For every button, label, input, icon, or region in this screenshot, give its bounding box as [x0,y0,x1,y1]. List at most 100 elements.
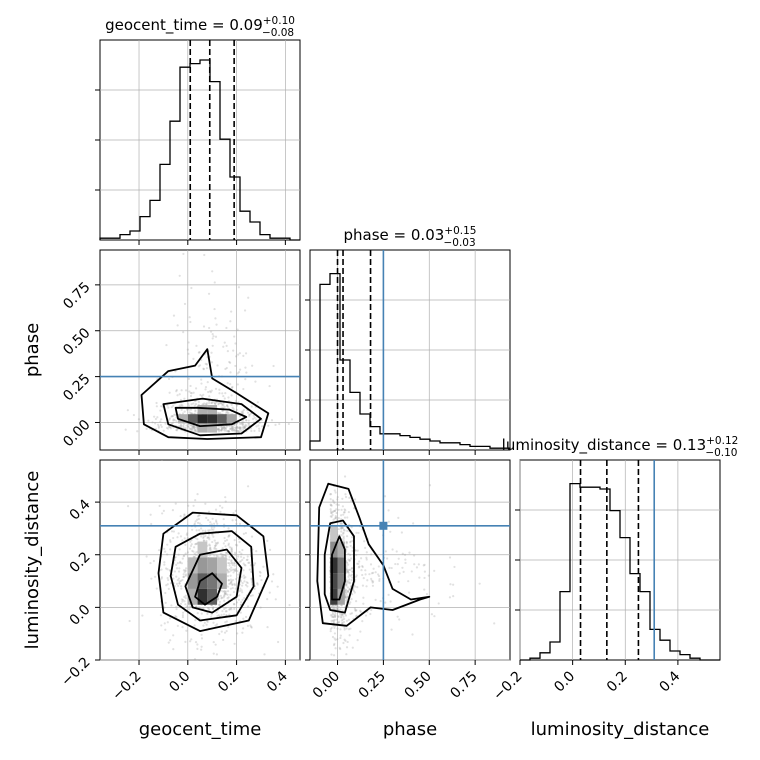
sample-point [192,550,195,553]
sample-point [347,558,350,561]
sample-point [189,384,192,388]
sample-point [193,624,196,627]
sample-point [221,427,224,430]
sample-point [181,557,184,560]
sample-point [210,401,214,405]
sample-point [222,425,226,428]
sample-point [364,569,367,572]
sample-point [198,514,201,517]
sample-point [220,429,223,432]
sample-point [268,591,271,594]
sample-point [266,539,269,542]
sample-point [346,563,350,566]
truth-marker [379,521,388,530]
sample-point [256,583,259,586]
density-cell [187,588,198,605]
sample-point [345,565,348,569]
sample-point [249,594,252,597]
sample-point [242,387,245,391]
sample-point [423,588,426,591]
sample-point [218,388,221,391]
sample-point [174,502,177,505]
sample-point [333,509,336,512]
sample-point [345,542,348,545]
sample-point [234,399,237,402]
sample-point [403,553,407,556]
sample-point [126,505,130,508]
sample-point [230,579,233,583]
sample-point [453,565,456,569]
sample-point [182,423,185,426]
sample-point [246,581,249,585]
sample-point [230,426,233,430]
sample-point [234,426,237,429]
sample-point [214,624,217,627]
sample-point [189,320,192,324]
sample-point [343,475,347,478]
sample-point [213,546,216,549]
density-cell [197,423,208,433]
sample-point [193,404,196,407]
sample-point [387,509,390,512]
sample-point [179,398,182,402]
sample-point [248,415,251,418]
sample-point [169,582,173,585]
sample-point [202,535,205,538]
sample-point [234,587,237,590]
sample-point [228,570,231,573]
sample-point [170,415,173,418]
sample-point [227,544,230,547]
sample-point [172,404,175,407]
sample-point [337,605,340,608]
sample-point [154,422,157,425]
sample-point [226,593,229,596]
sample-point [184,569,187,572]
sample-point [203,621,206,624]
sample-point [254,380,257,383]
sample-point [206,536,209,539]
sample-point [224,545,227,548]
sample-point [259,606,262,609]
sample-point [227,429,230,432]
sample-point [217,411,220,415]
sample-point [230,427,233,430]
sample-point [164,628,167,631]
sample-point [167,406,170,409]
sample-point [346,579,349,583]
sample-point [390,566,393,570]
sample-point [224,554,227,557]
sample-point [229,593,232,597]
sample-point [206,381,209,384]
sample-point [181,615,185,619]
sample-point [163,561,166,564]
sample-point [217,603,221,606]
sample-point [203,253,206,257]
sample-point [250,570,253,573]
sample-point [174,615,177,618]
sample-point [333,637,336,640]
sample-point [183,537,186,540]
sample-point [225,326,228,330]
density-cell [207,573,218,589]
sample-point [196,612,199,615]
sample-point [347,571,350,574]
sample-point [391,548,394,551]
sample-point [187,377,190,380]
y-tick-label: 0.75 [60,279,93,312]
sample-point [355,615,358,618]
sample-point [218,632,221,636]
title-value: geocent_time = 0.09 [105,16,263,35]
sample-point [175,429,179,432]
sample-point [189,428,192,431]
sample-point [355,614,358,617]
sample-point [215,555,218,558]
sample-point [216,364,219,367]
sample-point [241,421,244,424]
sample-point [184,389,188,392]
sample-point [377,573,380,576]
sample-point [211,540,214,544]
sample-point [223,590,226,593]
sample-point [160,624,163,627]
sample-point [274,598,277,601]
sample-point [182,598,185,602]
